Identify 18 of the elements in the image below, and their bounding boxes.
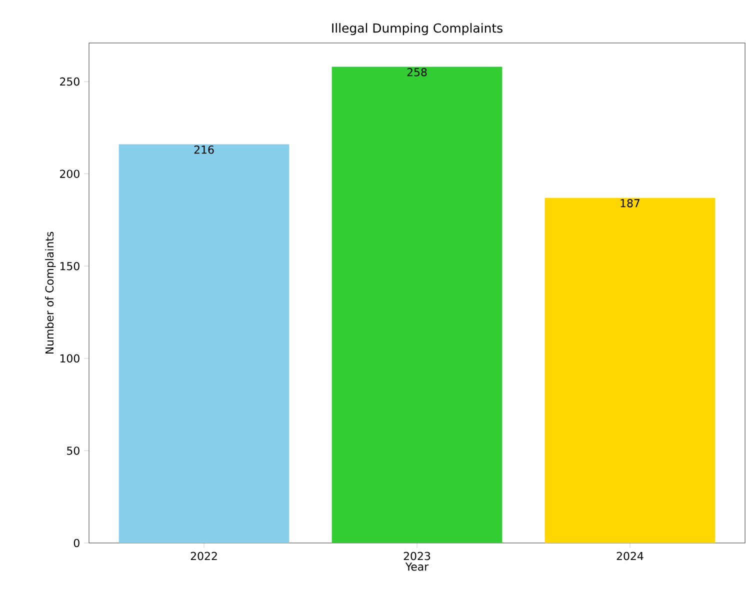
bar xyxy=(544,198,716,543)
x-tick-label: 2024 xyxy=(616,552,644,560)
data-label: 258 xyxy=(407,68,427,76)
x-axis-title: Year xyxy=(405,562,429,571)
x-tick-label: 2023 xyxy=(404,552,430,560)
bar xyxy=(118,144,290,543)
y-tick-label: 200 xyxy=(60,170,80,178)
y-tick-label: 100 xyxy=(60,354,80,363)
y-axis-title: Number of Complaints xyxy=(45,232,56,354)
x-tick-label: 2022 xyxy=(190,552,217,560)
data-label: 187 xyxy=(620,199,640,208)
y-tick-label: 50 xyxy=(67,446,80,455)
y-tick-label: 150 xyxy=(60,262,80,270)
y-tick-label: 250 xyxy=(60,77,80,86)
bar xyxy=(332,66,502,543)
data-label: 216 xyxy=(194,146,214,154)
chart-title: Illegal Dumping Complaints xyxy=(332,23,502,36)
y-tick-label: 0 xyxy=(74,538,80,548)
